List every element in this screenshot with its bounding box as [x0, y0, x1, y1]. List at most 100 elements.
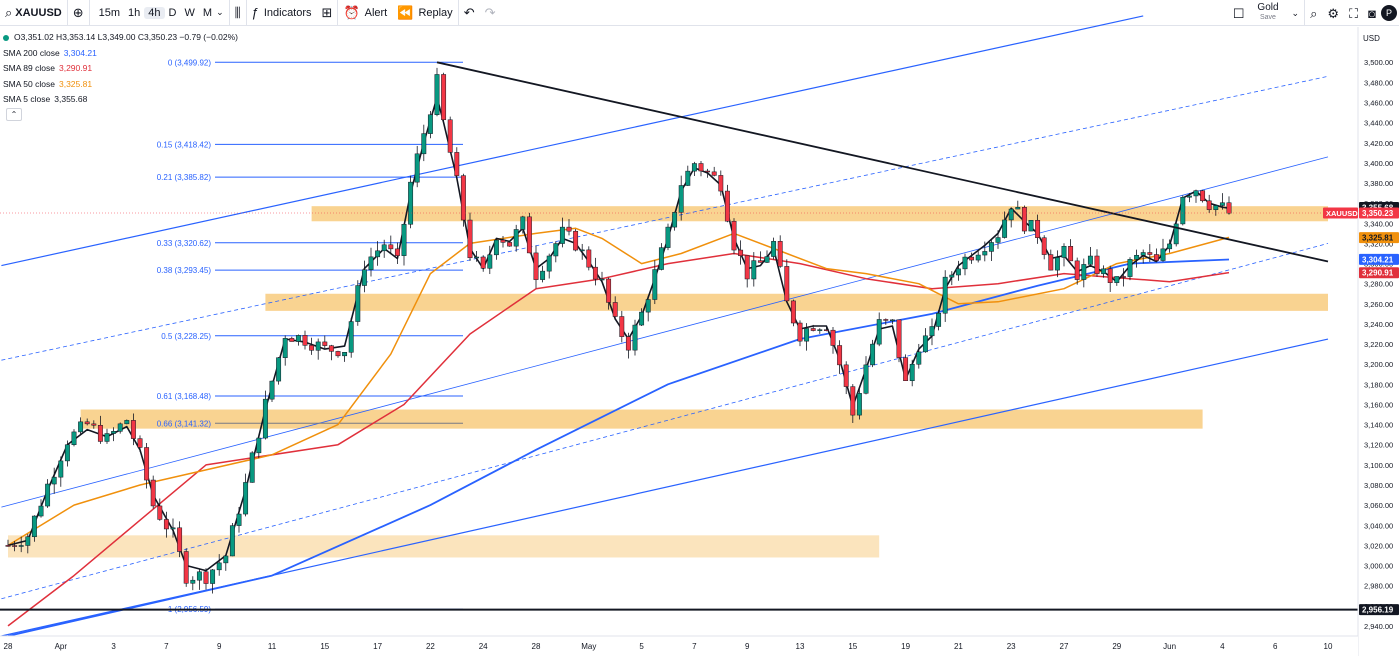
candle[interactable] [394, 242, 400, 265]
chevron-up-icon[interactable]: ⌃ [6, 107, 22, 121]
candle[interactable] [302, 330, 308, 350]
legend-sma50[interactable]: SMA 50 close 3,325.81 [0, 77, 238, 93]
settings-button[interactable]: ⚙ [1322, 0, 1344, 26]
candle[interactable] [328, 344, 334, 361]
candle[interactable] [1094, 249, 1100, 277]
symbol-search[interactable]: ⌕ XAUUSD [0, 0, 67, 26]
candle[interactable] [995, 230, 1001, 249]
candle[interactable] [830, 327, 836, 354]
candle[interactable] [170, 518, 176, 538]
candle[interactable] [573, 229, 579, 252]
candle[interactable] [804, 323, 810, 351]
candle[interactable] [771, 237, 777, 260]
replay-button[interactable]: ⏪ Replay [392, 0, 457, 26]
candle[interactable] [1081, 258, 1087, 288]
candle[interactable] [1041, 235, 1047, 260]
candle[interactable] [711, 166, 717, 177]
interval-w[interactable]: W [184, 6, 195, 19]
candle[interactable] [117, 422, 123, 434]
time-axis[interactable] [0, 636, 1358, 656]
candle[interactable] [1101, 265, 1107, 278]
fullscreen-button[interactable]: ⛶ [1344, 0, 1363, 26]
candle[interactable] [823, 326, 829, 332]
candle[interactable] [1180, 195, 1186, 226]
candle[interactable] [177, 521, 183, 558]
layout-menu-button[interactable]: ⌄ [1287, 0, 1305, 26]
candle[interactable] [672, 211, 678, 231]
zone-0[interactable] [311, 206, 1329, 222]
candle[interactable] [731, 218, 737, 255]
candle[interactable] [144, 443, 150, 489]
legend-sma89[interactable]: SMA 89 close 3,290.91 [0, 61, 238, 77]
candle[interactable] [322, 335, 328, 349]
candle[interactable] [25, 533, 31, 554]
candle[interactable] [289, 336, 295, 342]
candle[interactable] [256, 437, 262, 459]
candle[interactable] [361, 260, 367, 293]
candle[interactable] [1054, 250, 1060, 278]
candle[interactable] [988, 240, 994, 261]
candle[interactable] [414, 145, 420, 188]
price-axis[interactable] [1358, 27, 1399, 656]
candle[interactable] [903, 354, 909, 382]
candle[interactable] [38, 499, 44, 518]
candle[interactable] [1021, 205, 1027, 235]
candle[interactable] [381, 239, 387, 258]
candle[interactable] [599, 271, 605, 282]
undo-button[interactable]: ↶ [457, 0, 480, 26]
candle[interactable] [460, 173, 466, 227]
candle[interactable] [718, 170, 724, 196]
candle[interactable] [1147, 244, 1153, 263]
candle[interactable] [784, 259, 790, 302]
candle[interactable] [619, 310, 625, 343]
channel-lower-dashed[interactable] [1, 243, 1329, 600]
candle[interactable] [738, 240, 744, 265]
candle[interactable] [1213, 204, 1219, 216]
candle[interactable] [1035, 214, 1041, 244]
interval-4h[interactable]: 4h [144, 6, 165, 19]
candle[interactable] [388, 235, 394, 255]
candle[interactable] [104, 428, 110, 444]
candle[interactable] [427, 111, 433, 139]
candle[interactable] [942, 270, 948, 322]
candle[interactable] [163, 511, 169, 538]
snapshot-button[interactable]: ◙ [1363, 0, 1381, 26]
candle[interactable] [698, 161, 704, 177]
candle[interactable] [526, 212, 532, 254]
interval-m[interactable]: M [202, 6, 213, 19]
candle[interactable] [757, 251, 763, 263]
candle[interactable] [870, 339, 876, 368]
candle[interactable] [368, 247, 374, 277]
candle[interactable] [705, 168, 711, 178]
candle[interactable] [724, 184, 730, 223]
candle[interactable] [883, 318, 889, 325]
candle[interactable] [229, 522, 235, 557]
candle[interactable] [203, 568, 209, 590]
alert-button[interactable]: ⏰ Alert [337, 0, 392, 26]
candle[interactable] [843, 361, 849, 395]
candle[interactable] [546, 253, 552, 279]
candle[interactable] [1008, 208, 1014, 228]
candle[interactable] [1061, 243, 1067, 267]
candle[interactable] [929, 318, 935, 346]
candle[interactable] [150, 475, 156, 509]
candle[interactable] [579, 243, 585, 260]
candle[interactable] [447, 116, 453, 153]
interval-1h[interactable]: 1h [128, 6, 141, 19]
candle[interactable] [454, 147, 460, 176]
candle[interactable] [889, 319, 895, 325]
candle[interactable] [540, 265, 546, 283]
candle[interactable] [507, 242, 513, 247]
candle[interactable] [1160, 238, 1166, 262]
candle[interactable] [97, 415, 103, 444]
candle[interactable] [51, 467, 57, 494]
candle[interactable] [262, 390, 268, 440]
candle[interactable] [276, 357, 282, 385]
candle[interactable] [876, 312, 882, 347]
candle[interactable] [480, 255, 486, 272]
candle[interactable] [513, 224, 519, 252]
candle[interactable] [487, 245, 493, 275]
sma200-line[interactable] [7, 258, 1230, 637]
candle[interactable] [1048, 249, 1054, 271]
candle[interactable] [533, 245, 539, 289]
